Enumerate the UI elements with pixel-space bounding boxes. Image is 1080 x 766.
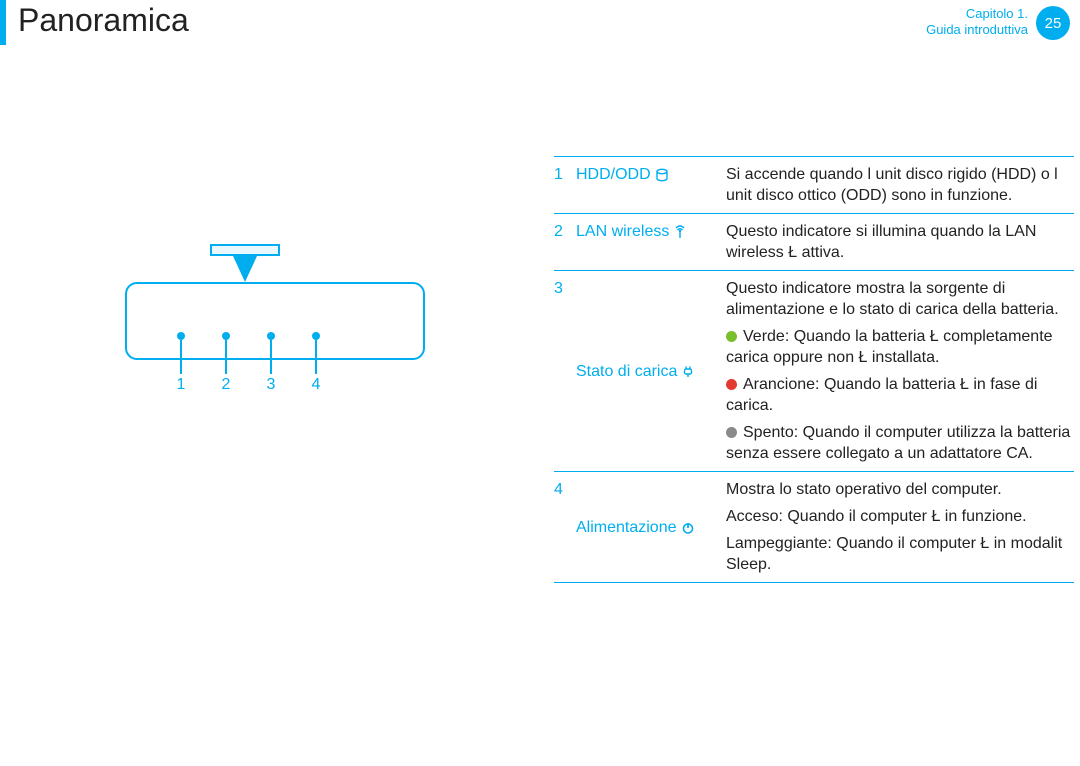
table-row: 3Stato di carica Questo indicatore mostra… bbox=[554, 271, 1074, 472]
bullet-label: Verde: bbox=[743, 328, 794, 345]
desc-bullet: Arancione: Quando la batteria Ł in fase … bbox=[726, 374, 1074, 416]
diagram-number-label: 4 bbox=[306, 376, 326, 394]
diagram-top-slot bbox=[210, 244, 280, 256]
diagram-leader-line bbox=[270, 340, 272, 374]
bullet-label: Arancione: bbox=[743, 376, 824, 393]
diagram-leader-line bbox=[225, 340, 227, 374]
desc-line: Questo indicatore si illumina quando la … bbox=[726, 221, 1074, 263]
row-number: 2 bbox=[554, 221, 576, 263]
indicator-diagram: 1 2 3 4 bbox=[125, 244, 425, 404]
diagram-leader-line bbox=[180, 340, 182, 374]
page-number-badge: 25 bbox=[1036, 6, 1070, 40]
page-title: Panoramica bbox=[18, 2, 189, 39]
status-dot-icon bbox=[726, 379, 737, 390]
desc-line: Mostra lo stato operativo del computer. bbox=[726, 479, 1074, 500]
table-row: 1HDD/ODD Si accende quando l unit disco r… bbox=[554, 156, 1074, 214]
power-icon bbox=[681, 519, 695, 537]
row-number: 3 bbox=[554, 278, 576, 464]
row-description: Questo indicatore mostra la sorgente di … bbox=[726, 278, 1074, 464]
row-number: 4 bbox=[554, 479, 576, 575]
row-number: 1 bbox=[554, 164, 576, 206]
row-name-label: HDD/ODD bbox=[576, 166, 651, 184]
row-name: Alimentazione bbox=[576, 479, 726, 575]
table-row: 4Alimentazione Mostra lo stato operativo … bbox=[554, 472, 1074, 583]
status-dot-icon bbox=[726, 427, 737, 438]
diagram-led-dot bbox=[222, 332, 230, 340]
chapter-info: Capitolo 1. Guida introduttiva bbox=[926, 6, 1028, 38]
row-name: LAN wireless bbox=[576, 221, 726, 263]
diagram-number-label: 2 bbox=[216, 376, 236, 394]
row-description: Questo indicatore si illumina quando la … bbox=[726, 221, 1074, 263]
desc-bullet: Spento: Quando il computer utilizza la b… bbox=[726, 422, 1074, 464]
title-accent-bar bbox=[0, 0, 6, 45]
diagram-device-body bbox=[125, 282, 425, 360]
page-number-value: 25 bbox=[1045, 15, 1062, 32]
chapter-line-2: Guida introduttiva bbox=[926, 22, 1028, 38]
diagram-led-dot bbox=[177, 332, 185, 340]
row-name: HDD/ODD bbox=[576, 164, 726, 206]
desc-line: Acceso: Quando il computer Ł in funzione… bbox=[726, 506, 1074, 527]
row-description: Si accende quando l unit disco rigido (H… bbox=[726, 164, 1074, 206]
row-name-label: Alimentazione bbox=[576, 519, 677, 537]
chapter-line-1: Capitolo 1. bbox=[926, 6, 1028, 22]
status-dot-icon bbox=[726, 331, 737, 342]
desc-intro: Questo indicatore mostra la sorgente di … bbox=[726, 278, 1074, 320]
diagram-arrow-icon bbox=[233, 256, 257, 282]
desc-line: Lampeggiante: Quando il computer Ł in mo… bbox=[726, 533, 1074, 575]
desc-bullet: Verde: Quando la batteria Ł completament… bbox=[726, 326, 1074, 368]
row-name-label: Stato di carica bbox=[576, 363, 677, 381]
diagram-number-label: 1 bbox=[171, 376, 191, 394]
plug-icon bbox=[681, 363, 695, 381]
row-name-label: LAN wireless bbox=[576, 223, 669, 241]
diagram-led-dot bbox=[267, 332, 275, 340]
table-row: 2LAN wireless Questo indicatore si illumi… bbox=[554, 214, 1074, 271]
diagram-number-label: 3 bbox=[261, 376, 281, 394]
diagram-leader-line bbox=[315, 340, 317, 374]
cylinder-icon bbox=[655, 166, 669, 184]
row-description: Mostra lo stato operativo del computer. A… bbox=[726, 479, 1074, 575]
antenna-icon bbox=[673, 223, 687, 241]
bullet-label: Spento: bbox=[743, 424, 803, 441]
row-name: Stato di carica bbox=[576, 278, 726, 464]
indicator-table: 1HDD/ODD Si accende quando l unit disco r… bbox=[554, 156, 1074, 583]
desc-line: Si accende quando l unit disco rigido (H… bbox=[726, 164, 1074, 206]
diagram-led-dot bbox=[312, 332, 320, 340]
